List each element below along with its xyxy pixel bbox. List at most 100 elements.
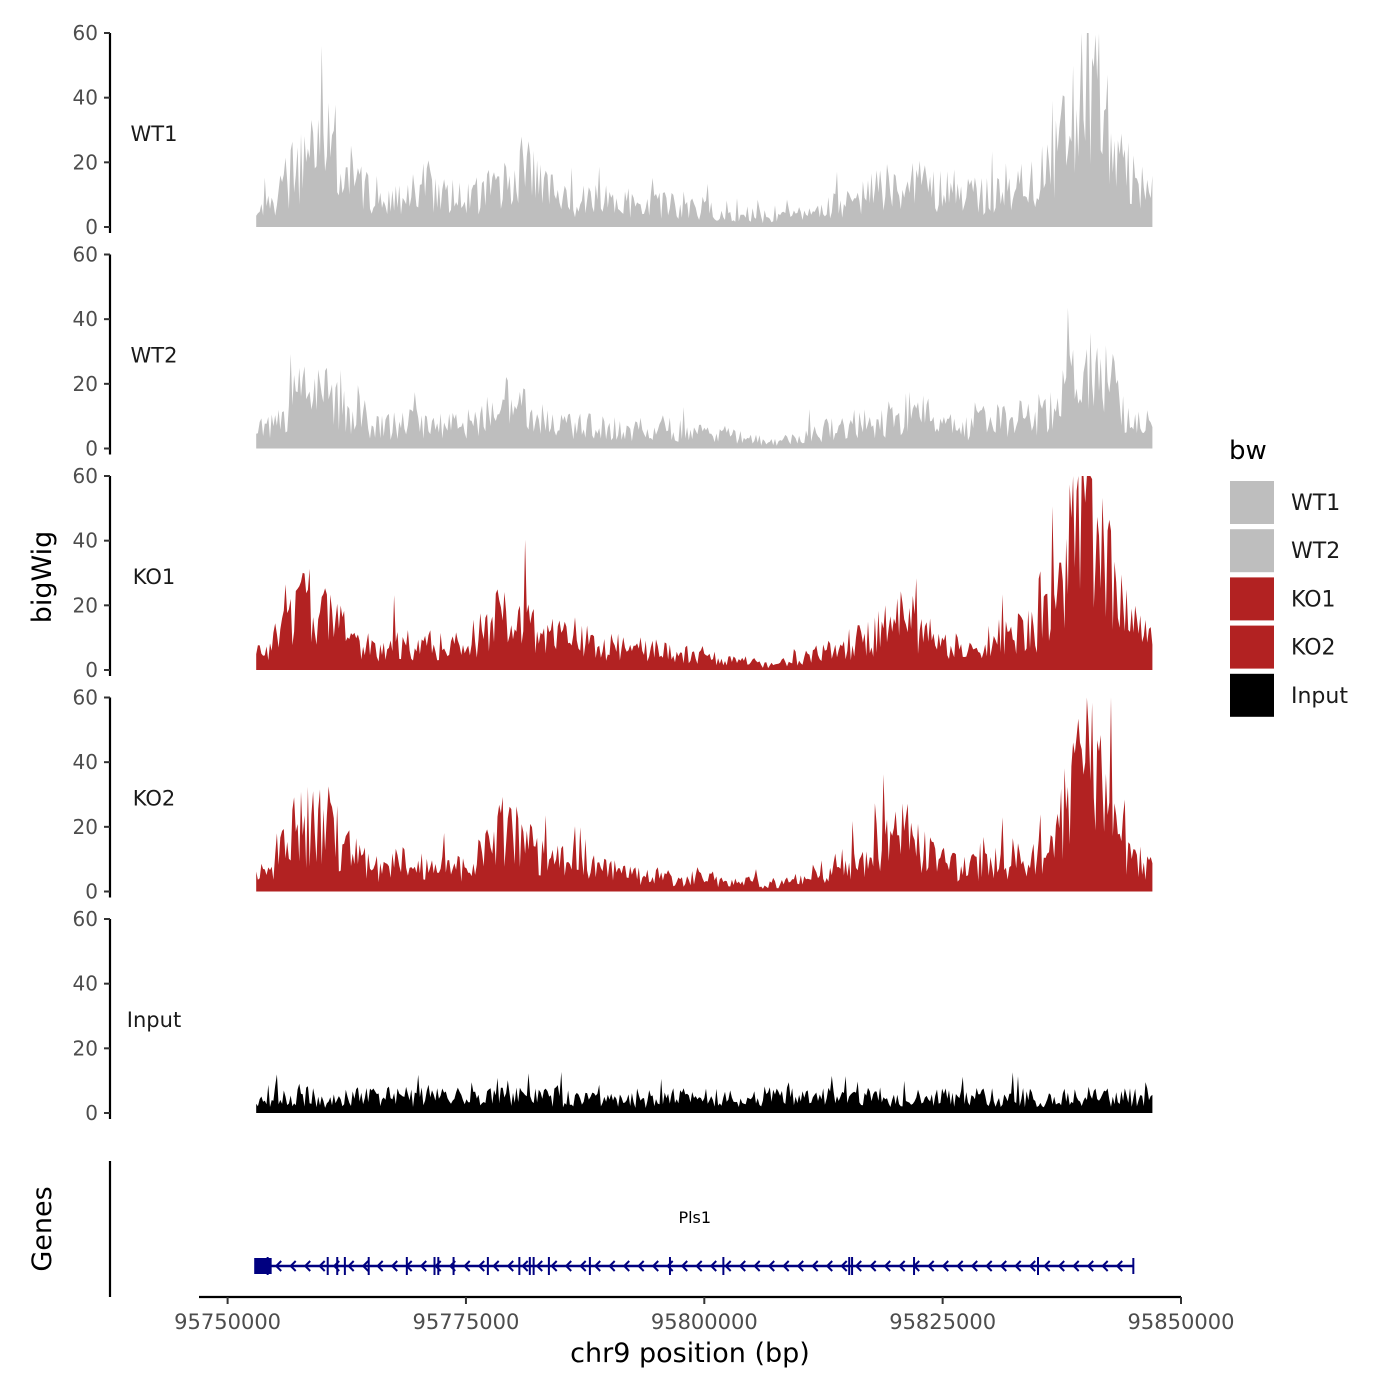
strand-arrow (564, 1260, 572, 1272)
x-tick-label: 95800000 (651, 1310, 758, 1334)
strand-arrow (419, 1260, 427, 1272)
y-tick-label: 0 (85, 658, 98, 682)
track-wt1: 0 20 40 60 WT1 (73, 21, 1153, 239)
strand-arrow (985, 1260, 993, 1272)
y-tick-label: 0 (85, 880, 98, 904)
y-tick-label: 0 (85, 215, 98, 239)
track-label: KO2 (133, 787, 176, 811)
y-tick-label: 20 (73, 815, 98, 839)
signal-area-ko2 (256, 697, 1153, 892)
strand-arrow (1101, 1260, 1109, 1272)
signal-area-input (256, 1071, 1153, 1113)
strand-arrow (550, 1260, 558, 1272)
gene-track-panel: Genes Pls1 (27, 1161, 1135, 1297)
y-tick-label: 0 (85, 1101, 98, 1125)
strand-arrow (680, 1260, 688, 1272)
track-ko1: 0 20 40 60 KO1 (73, 464, 1153, 682)
track-input: 0 20 40 60 Input (73, 907, 1153, 1125)
y-tick-label: 40 (73, 972, 98, 996)
legend: bw WT1 WT2 KO1 KO2 Input (1229, 436, 1348, 717)
strand-arrow (477, 1260, 485, 1272)
strand-arrow (1115, 1260, 1123, 1272)
strand-arrow (651, 1260, 659, 1272)
y-axis-title: bigWig (27, 531, 58, 624)
y-tick-label: 20 (73, 150, 98, 174)
strand-arrow (492, 1260, 500, 1272)
strand-arrow (738, 1260, 746, 1272)
y-tick-label: 20 (73, 372, 98, 396)
track-ko2: 0 20 40 60 KO2 (73, 686, 1153, 904)
strand-arrow (869, 1260, 877, 1272)
track-label: WT2 (131, 344, 178, 368)
strand-arrow (666, 1260, 674, 1272)
strand-arrow (463, 1260, 471, 1272)
y-tick-label: 60 (73, 907, 98, 931)
legend-label-ko2: KO2 (1291, 636, 1336, 661)
strand-arrow (898, 1260, 906, 1272)
legend-swatch-ko1 (1230, 577, 1274, 621)
y-tick-label: 0 (85, 437, 98, 461)
y-tick-label: 20 (73, 1036, 98, 1060)
y-tick-label: 40 (73, 750, 98, 774)
strand-arrow (376, 1260, 384, 1272)
y-tick-label: 40 (73, 529, 98, 553)
x-axis: 95750000 95775000 95800000 95825000 95850000 (174, 1295, 1235, 1334)
gene-name-label: Pls1 (678, 1208, 711, 1227)
y-tick-label: 20 (73, 593, 98, 617)
strand-arrow (1043, 1260, 1051, 1272)
strand-arrow (825, 1260, 833, 1272)
x-tick-label: 95775000 (413, 1310, 520, 1334)
legend-label-wt1: WT1 (1291, 491, 1340, 516)
signal-area-wt2 (256, 307, 1153, 449)
strand-arrow (767, 1260, 775, 1272)
legend-label-ko1: KO1 (1291, 587, 1336, 612)
strand-arrow (796, 1260, 804, 1272)
y-tick-label: 60 (73, 243, 98, 267)
strand-arrow (1072, 1260, 1080, 1272)
legend-label-wt2: WT2 (1291, 539, 1340, 564)
y-tick-label: 40 (73, 307, 98, 331)
strand-arrow (999, 1260, 1007, 1272)
strand-arrow (695, 1260, 703, 1272)
strand-arrow (303, 1260, 311, 1272)
strand-arrow (579, 1260, 587, 1272)
strand-arrow (927, 1260, 935, 1272)
signal-tracks: 0 20 40 60 WT1 0 20 40 60 WT2 0 20 40 60 KO1 0 20 40 60 KO2… (73, 21, 1153, 1125)
x-tick-label: 95750000 (174, 1310, 281, 1334)
strand-arrow (608, 1260, 616, 1272)
strand-arrow (724, 1260, 732, 1272)
legend-swatch-wt1 (1230, 481, 1274, 524)
y-tick-label: 60 (73, 21, 98, 45)
strand-arrow (1086, 1260, 1094, 1272)
strand-arrow (811, 1260, 819, 1272)
track-wt2: 0 20 40 60 WT2 (73, 243, 1153, 461)
strand-arrow (318, 1260, 326, 1272)
strand-arrow (941, 1260, 949, 1272)
x-tick-label: 95825000 (889, 1310, 996, 1334)
strand-arrow (390, 1260, 398, 1272)
strand-arrow (854, 1260, 862, 1272)
strand-arrow (347, 1260, 355, 1272)
legend-swatch-input (1230, 673, 1274, 717)
y-tick-label: 40 (73, 86, 98, 110)
signal-area-wt1 (256, 33, 1153, 227)
strand-arrow (883, 1260, 891, 1272)
strand-arrow (753, 1260, 761, 1272)
gene-track-title: Genes (27, 1186, 58, 1271)
y-tick-label: 60 (73, 686, 98, 710)
strand-arrow (970, 1260, 978, 1272)
y-tick-label: 60 (73, 464, 98, 488)
strand-arrow (361, 1260, 369, 1272)
strand-arrow (1028, 1260, 1036, 1272)
strand-arrow (506, 1260, 514, 1272)
strand-arrow (840, 1260, 848, 1272)
track-label: WT1 (131, 122, 178, 146)
x-tick-label: 95850000 (1128, 1310, 1235, 1334)
track-label: KO1 (133, 565, 176, 589)
legend-label-input: Input (1291, 684, 1348, 709)
strand-arrow (956, 1260, 964, 1272)
legend-title: bw (1229, 436, 1267, 466)
legend-swatch-ko2 (1230, 625, 1274, 669)
strand-arrow (709, 1260, 717, 1272)
strand-arrow (521, 1260, 529, 1272)
